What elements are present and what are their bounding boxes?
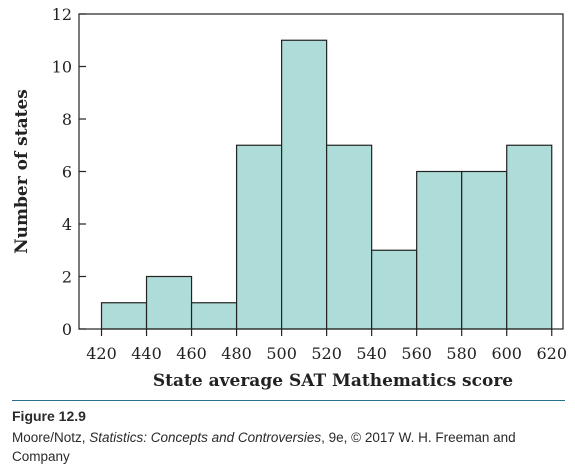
bars-group <box>100 39 553 330</box>
y-tick-label: 2 <box>62 268 72 287</box>
y-tick-label: 12 <box>52 5 72 24</box>
x-tick-label: 460 <box>176 344 207 363</box>
y-tick-label: 0 <box>62 320 72 339</box>
y-tick-label: 6 <box>62 163 72 182</box>
x-tick-label: 620 <box>536 344 567 363</box>
bar-580-600 <box>461 170 508 330</box>
caption-divider <box>12 400 565 401</box>
x-axis-label: State average SAT Mathematics score <box>153 371 513 391</box>
bar-540-560 <box>371 249 418 330</box>
y-axis-label: Number of states <box>12 89 32 254</box>
x-tick-label: 480 <box>221 344 252 363</box>
y-tick-label: 4 <box>62 215 72 234</box>
credit-suffix: , 9e, © 2017 W. H. Freeman and Company <box>12 430 516 464</box>
x-tick-label: 420 <box>86 344 117 363</box>
x-tick-label: 560 <box>401 344 432 363</box>
x-tick-label: 440 <box>131 344 162 363</box>
histogram-chart: 0 2 4 6 8 10 12 420 440 460 480 500 520 540 560 580 600… <box>12 5 567 391</box>
x-tick-label: 520 <box>311 344 342 363</box>
bar-560-580 <box>416 170 463 330</box>
figure-credit: Moore/Notz, Statistics: Concepts and Con… <box>12 428 565 466</box>
x-tick-label: 540 <box>356 344 387 363</box>
figure-label: Figure 12.9 <box>12 408 86 424</box>
bar-480-500 <box>235 144 283 330</box>
credit-prefix: Moore/Notz, <box>12 430 90 445</box>
x-axis: 420 440 460 480 500 520 540 560 580 600 620 <box>86 329 567 363</box>
y-axis: 0 2 4 6 8 10 12 <box>52 5 86 339</box>
x-tick-label: 500 <box>266 344 297 363</box>
bar-440-460 <box>145 275 193 330</box>
x-tick-label: 600 <box>491 344 522 363</box>
x-tick-label: 580 <box>446 344 477 363</box>
bar-420-440 <box>100 302 148 330</box>
bar-520-540 <box>326 144 373 330</box>
credit-title: Statistics: Concepts and Controversies <box>89 430 322 445</box>
y-tick-label: 8 <box>62 110 72 129</box>
bar-460-480 <box>190 302 238 330</box>
y-tick-label: 10 <box>52 58 72 77</box>
bar-500-520 <box>281 39 328 330</box>
bar-600-620 <box>506 144 553 330</box>
